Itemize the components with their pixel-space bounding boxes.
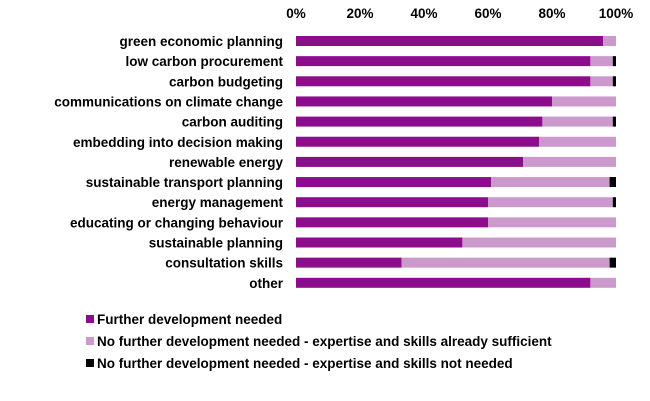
category-label: renewable energy — [169, 155, 284, 170]
bar-segment-s0 — [296, 277, 591, 288]
bar-segment-s1 — [488, 217, 616, 228]
bar-segment-s1 — [539, 136, 616, 147]
x-tick-label: 40% — [410, 6, 437, 21]
category-label: energy management — [152, 195, 284, 210]
bar-segment-s2 — [609, 177, 616, 188]
bar-segment-s0 — [296, 197, 488, 208]
legend-label: No further development needed - expertis… — [97, 334, 552, 349]
bar-segment-s2 — [612, 76, 616, 87]
bar-segment-s0 — [296, 237, 463, 248]
category-label: educating or changing behaviour — [70, 215, 284, 230]
bar-segment-s0 — [296, 217, 488, 228]
bar-segment-s2 — [612, 197, 616, 208]
category-label: communications on climate change — [54, 94, 283, 109]
category-label: green economic planning — [119, 34, 283, 49]
bar-segment-s0 — [296, 136, 540, 147]
bar-segment-s1 — [488, 197, 613, 208]
category-label: embedding into decision making — [73, 135, 283, 150]
category-label: sustainable planning — [149, 236, 283, 251]
x-axis-ticks: 0% 20% 40% 60% 80% 100% — [286, 6, 633, 21]
category-label: sustainable transport planning — [86, 175, 283, 190]
legend: Further development needed No further dev… — [86, 312, 552, 371]
bar-segment-s0 — [296, 116, 543, 127]
category-label: carbon budgeting — [169, 74, 283, 89]
bar-segment-s1 — [590, 277, 616, 288]
x-tick-label: 80% — [538, 6, 565, 21]
category-label: low carbon procurement — [125, 54, 283, 69]
x-tick-label: 60% — [474, 6, 501, 21]
x-tick-label: 0% — [286, 6, 306, 21]
bar-segment-s1 — [401, 257, 610, 268]
legend-label: No further development needed - expertis… — [97, 356, 513, 371]
bar-segment-s1 — [462, 237, 616, 248]
category-label: other — [249, 276, 283, 291]
bar-segment-s1 — [590, 56, 613, 67]
bar-segment-s0 — [296, 36, 604, 46]
legend-swatch — [86, 337, 94, 345]
bar-segment-s1 — [542, 116, 613, 127]
bar-segment-s0 — [296, 177, 492, 188]
category-axis: green economic planning low carbon procur… — [54, 34, 284, 291]
bar-area — [296, 36, 616, 288]
bar-segment-s1 — [590, 76, 613, 87]
legend-swatch — [86, 359, 94, 367]
bar-segment-s2 — [612, 116, 616, 127]
bar-segment-s2 — [609, 257, 616, 268]
category-label: carbon auditing — [182, 115, 283, 130]
bar-segment-s1 — [491, 177, 610, 188]
category-label: consultation skills — [165, 256, 283, 271]
bar-segment-s2 — [612, 56, 616, 67]
bar-segment-s1 — [603, 36, 616, 46]
x-tick-label: 20% — [346, 6, 373, 21]
bar-segment-s0 — [296, 156, 524, 167]
legend-label: Further development needed — [97, 312, 282, 327]
bar-segment-s0 — [296, 76, 591, 87]
bar-segment-s0 — [296, 96, 552, 107]
x-tick-label: 100% — [599, 6, 634, 21]
bar-segment-s1 — [552, 96, 616, 107]
bar-segment-s0 — [296, 257, 402, 268]
legend-swatch — [86, 315, 94, 323]
bar-segment-s1 — [523, 156, 616, 167]
bar-segment-s0 — [296, 56, 591, 67]
